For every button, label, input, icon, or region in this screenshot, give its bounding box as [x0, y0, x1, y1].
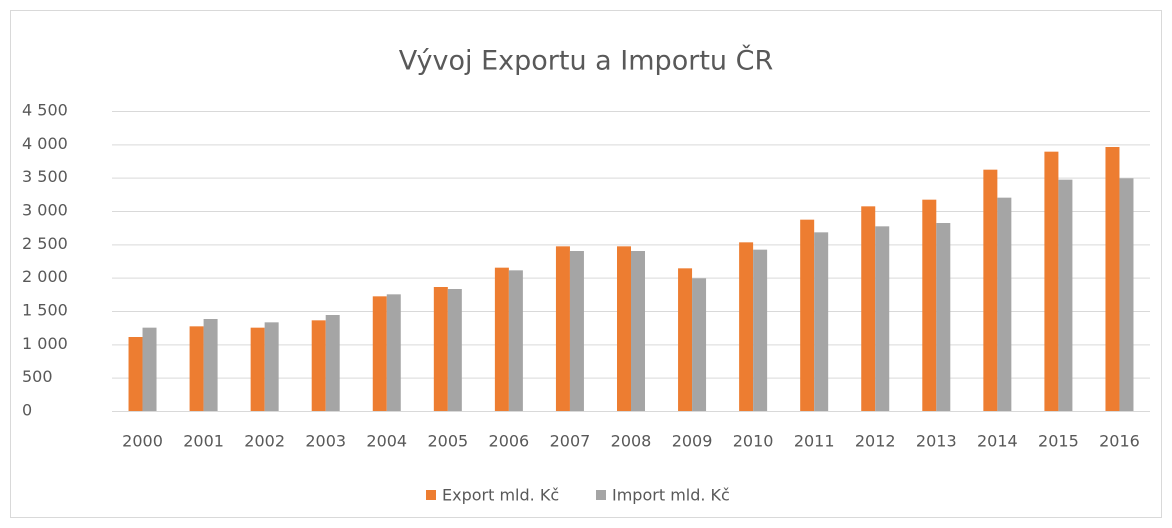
bar	[128, 337, 143, 411]
x-tick-label: 2011	[794, 432, 835, 451]
bar	[617, 246, 631, 411]
y-tick-label: 1 500	[22, 301, 68, 320]
x-tick-label: 2001	[183, 432, 224, 451]
bar	[250, 327, 265, 411]
bar	[678, 268, 693, 411]
bar	[555, 246, 570, 411]
bar	[997, 197, 1012, 411]
bar	[875, 226, 890, 411]
x-tick-label: 2009	[672, 432, 713, 451]
y-tick-label: 4 000	[22, 134, 68, 153]
y-tick-label: 2 500	[22, 234, 68, 253]
chart-title: Vývoj Exportu a Importu ČR	[399, 45, 773, 77]
bar	[753, 249, 768, 411]
bar	[386, 294, 401, 411]
x-tick-label: 2005	[427, 432, 468, 451]
x-tick-label: 2003	[305, 432, 346, 451]
y-tick-label: 3 000	[22, 201, 68, 220]
x-tick-label: 2014	[977, 432, 1018, 451]
chart-frame	[10, 10, 1162, 518]
bar	[1058, 179, 1073, 411]
x-tick-label: 2004	[366, 432, 407, 451]
bar	[433, 287, 448, 411]
bar	[692, 278, 707, 411]
x-tick-label: 2012	[855, 432, 896, 451]
bar	[508, 270, 523, 411]
bar	[739, 242, 754, 411]
legend-swatch	[596, 490, 606, 500]
x-tick-label: 2007	[550, 432, 591, 451]
y-tick-label: 1 000	[22, 334, 68, 353]
bar	[1105, 147, 1120, 411]
bar	[372, 296, 387, 411]
x-tick-label: 2008	[611, 432, 652, 451]
bar	[569, 251, 584, 411]
bar	[325, 315, 340, 411]
bar	[922, 199, 937, 411]
bar	[1044, 151, 1059, 411]
x-tick-label: 2006	[489, 432, 530, 451]
bar	[1119, 178, 1134, 411]
bar	[311, 320, 326, 411]
legend-label: Export mld. Kč	[442, 486, 559, 505]
x-tick-label: 2000	[122, 432, 163, 451]
y-tick-label: 2 000	[22, 267, 68, 286]
x-tick-label: 2016	[1099, 432, 1140, 451]
legend-label: Import mld. Kč	[612, 486, 730, 505]
x-tick-label: 2002	[244, 432, 285, 451]
bar	[631, 251, 645, 411]
bar	[800, 219, 815, 411]
bar	[142, 327, 157, 411]
legend-swatch	[426, 490, 436, 500]
y-tick-label: 500	[22, 367, 53, 386]
x-tick-label: 2010	[733, 432, 774, 451]
y-tick-label: 0	[22, 401, 32, 420]
bar	[447, 289, 462, 411]
x-tick-label: 2015	[1038, 432, 1079, 451]
bar	[936, 223, 951, 411]
bar	[494, 267, 509, 411]
bar	[814, 232, 829, 411]
y-tick-label: 3 500	[22, 167, 68, 186]
x-tick-label: 2013	[916, 432, 957, 451]
bar	[861, 206, 876, 411]
bar	[983, 169, 998, 411]
y-tick-label: 4 500	[22, 101, 68, 120]
bar	[203, 319, 218, 411]
bar	[189, 326, 204, 411]
bar	[264, 322, 279, 411]
